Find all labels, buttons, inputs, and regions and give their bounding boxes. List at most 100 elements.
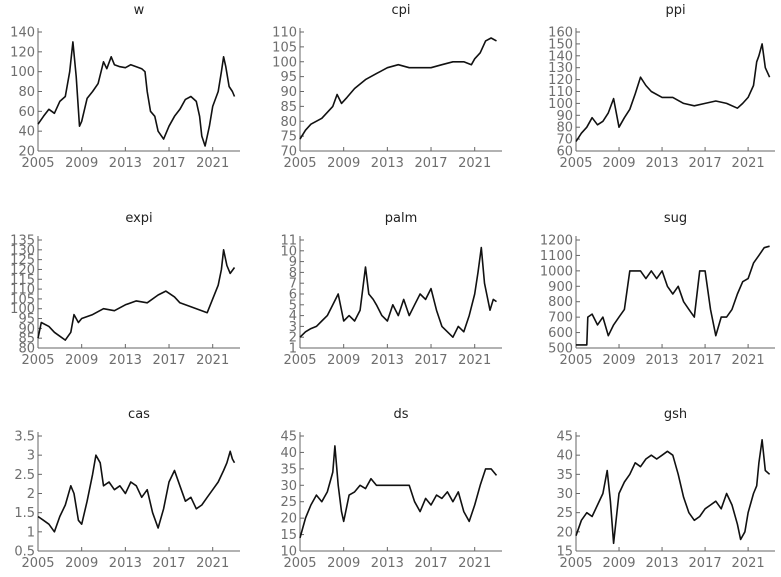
series-line (37, 249, 236, 341)
y-tick-label: 8 (289, 266, 297, 281)
y-tick-label: 100 (10, 302, 35, 317)
x-tick-label: 2005 (21, 556, 54, 571)
series-line (299, 445, 498, 539)
y-tick-label: 70 (556, 133, 573, 148)
x-tick-label: 2009 (65, 353, 98, 368)
y-tick-label: 95 (280, 70, 297, 85)
chart-panel: gsh 15 20 25 30 35 40 45 2005 2009 2013 2017 2021 (556, 407, 775, 571)
x-tick-label: 2009 (65, 556, 98, 571)
x-tick-label: 2021 (196, 156, 229, 171)
y-tick-label: 30 (556, 487, 573, 502)
y-tick-label: 1000 (540, 264, 573, 279)
y-tick-label: 6 (289, 288, 297, 303)
y-tick-label: 95 (18, 312, 35, 327)
y-tick-label: 110 (548, 85, 573, 100)
y-tick-label: 500 (548, 342, 573, 357)
series-line (575, 43, 771, 142)
x-tick-label: 2017 (152, 556, 185, 571)
y-tick-label: 20 (18, 145, 35, 160)
x-tick-label: 2017 (414, 353, 447, 368)
series-line (37, 41, 236, 147)
x-tick-label: 2017 (152, 353, 185, 368)
x-tick-label: 2017 (689, 156, 722, 171)
x-tick-label: 2009 (602, 353, 635, 368)
chart-panel: w 20 40 60 80 100 120 140 2005 2009 2013 2017 2021 (10, 3, 240, 171)
y-tick-label: 25 (280, 495, 297, 510)
y-tick-label: 0.5 (14, 545, 35, 560)
y-tick-label: 3 (289, 320, 297, 335)
y-tick-label: 80 (18, 85, 35, 100)
y-tick-label: 10 (280, 244, 297, 259)
x-tick-label: 2021 (732, 556, 765, 571)
x-tick-label: 2017 (689, 556, 722, 571)
x-tick-label: 2017 (414, 556, 447, 571)
y-tick-label: 1100 (540, 249, 573, 264)
y-tick-label: 90 (556, 109, 573, 124)
y-tick-label: 110 (272, 26, 297, 41)
x-tick-label: 2021 (196, 556, 229, 571)
series-line (299, 246, 497, 339)
x-tick-label: 2021 (458, 353, 491, 368)
chart-panel: cas 0.5 1 1.5 2 2.5 3 3.5 2005 2009 2013 2017 2021 (14, 407, 240, 571)
x-tick-label: 2005 (283, 556, 316, 571)
y-tick-label: 1200 (540, 234, 573, 249)
x-tick-label: 2021 (732, 353, 765, 368)
chart-title: expi (125, 211, 152, 226)
x-tick-label: 2009 (327, 156, 360, 171)
x-tick-label: 2017 (152, 156, 185, 171)
chart-title: ds (393, 407, 408, 422)
y-tick-label: 25 (556, 506, 573, 521)
x-tick-label: 2021 (458, 556, 491, 571)
y-tick-label: 70 (280, 145, 297, 160)
y-tick-label: 15 (556, 545, 573, 560)
chart-title: sug (664, 211, 687, 226)
y-tick-label: 2.5 (14, 468, 35, 483)
y-tick-label: 2 (289, 331, 297, 346)
y-tick-label: 35 (280, 462, 297, 477)
y-tick-label: 100 (548, 97, 573, 112)
y-tick-label: 800 (548, 295, 573, 310)
chart-title: cas (128, 407, 150, 422)
y-tick-label: 125 (10, 253, 35, 268)
x-tick-label: 2005 (559, 353, 592, 368)
y-tick-label: 7 (289, 277, 297, 292)
x-tick-label: 2005 (21, 353, 54, 368)
y-tick-label: 2 (27, 487, 35, 502)
y-tick-label: 15 (280, 528, 297, 543)
y-tick-label: 3.5 (14, 430, 35, 445)
y-tick-label: 140 (548, 49, 573, 64)
y-tick-label: 1 (27, 525, 35, 540)
x-tick-label: 2013 (109, 556, 142, 571)
chart-title: ppi (665, 3, 685, 18)
y-tick-label: 150 (548, 37, 573, 52)
y-tick-label: 130 (10, 243, 35, 258)
x-tick-label: 2009 (65, 156, 98, 171)
y-tick-label: 35 (556, 468, 573, 483)
y-tick-label: 3 (27, 449, 35, 464)
series-line (576, 245, 770, 346)
y-tick-label: 130 (548, 61, 573, 76)
chart-title: gsh (664, 407, 687, 422)
y-tick-label: 10 (280, 545, 297, 560)
y-tick-label: 110 (10, 283, 35, 298)
y-tick-label: 120 (10, 45, 35, 60)
y-tick-label: 80 (556, 121, 573, 136)
y-tick-label: 40 (556, 449, 573, 464)
series-line (575, 438, 771, 545)
y-tick-label: 45 (280, 430, 297, 445)
x-tick-label: 2005 (283, 353, 316, 368)
y-tick-label: 80 (18, 342, 35, 357)
y-tick-label: 60 (556, 145, 573, 160)
y-tick-label: 700 (548, 311, 573, 326)
x-tick-label: 2013 (371, 556, 404, 571)
y-tick-label: 1.5 (14, 506, 35, 521)
x-tick-label: 2021 (458, 156, 491, 171)
y-tick-label: 100 (272, 55, 297, 70)
y-tick-label: 30 (280, 479, 297, 494)
chart-title: palm (385, 211, 418, 226)
y-tick-label: 120 (10, 263, 35, 278)
